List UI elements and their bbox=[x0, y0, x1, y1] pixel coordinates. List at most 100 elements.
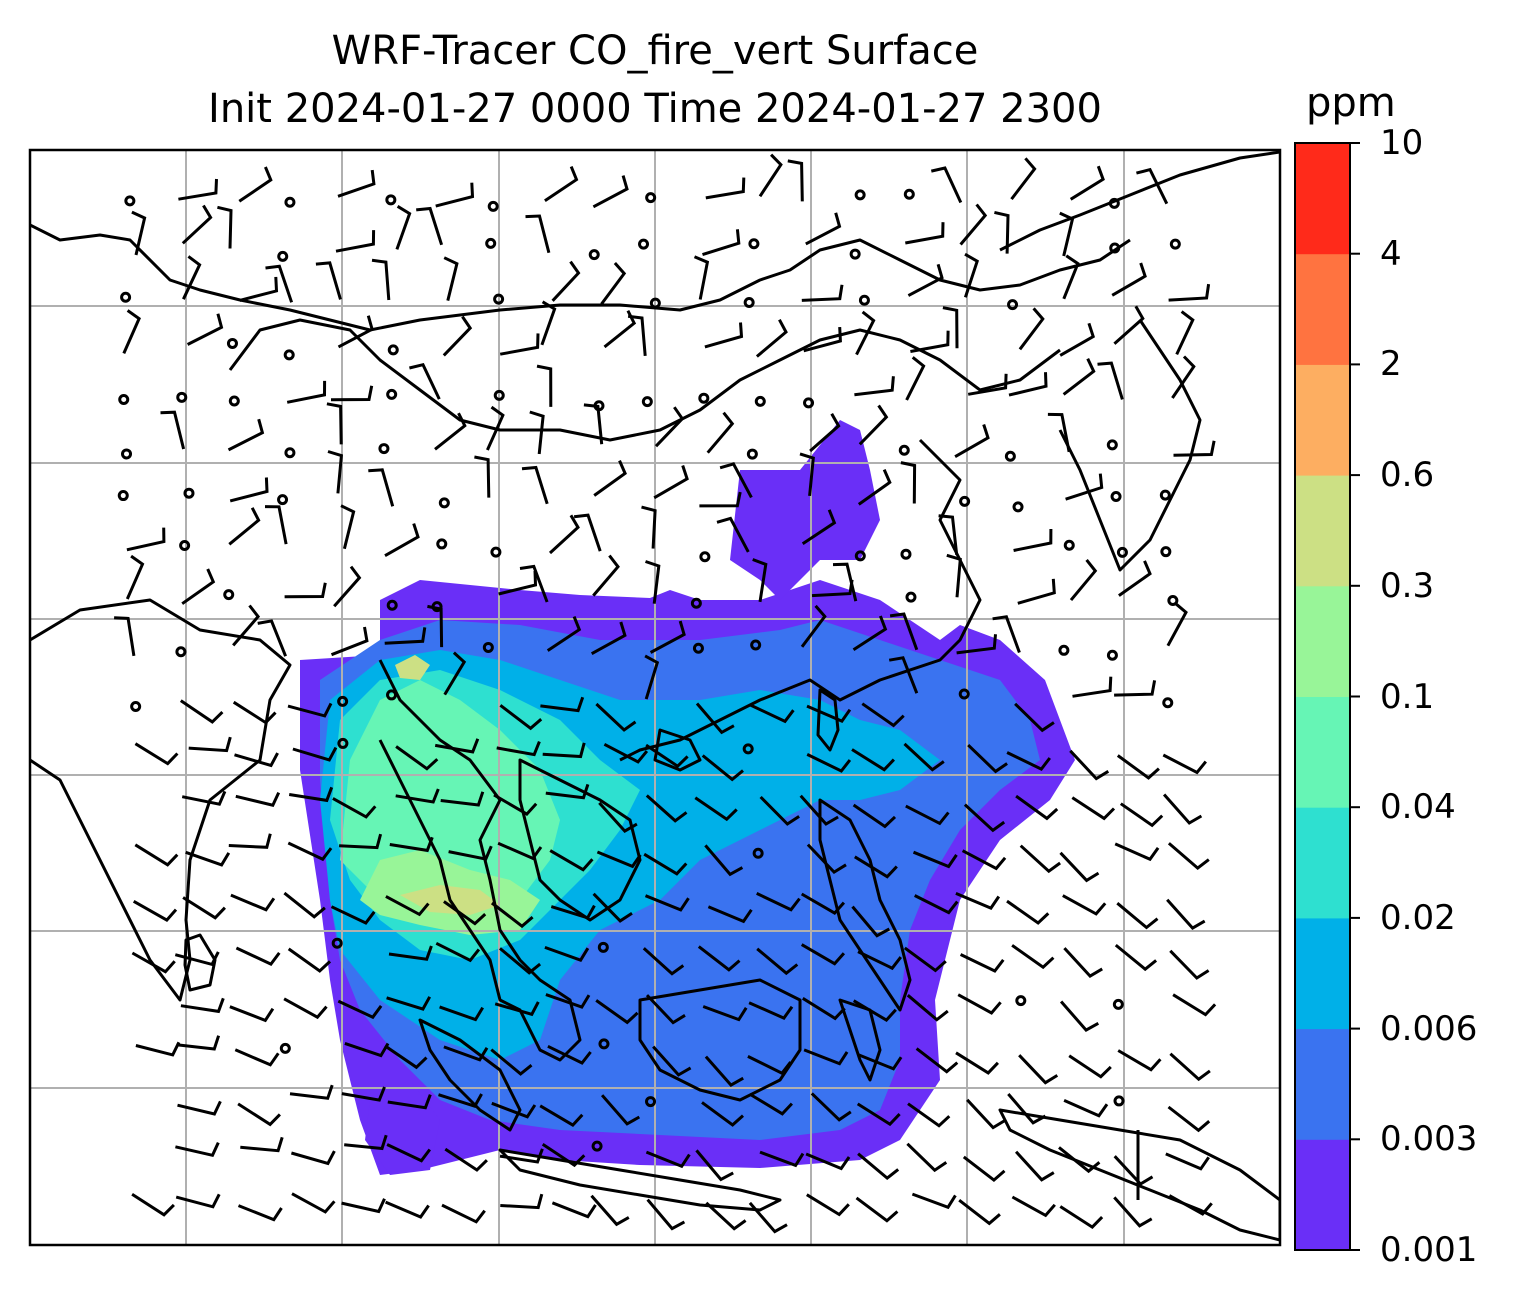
wind-barb bbox=[702, 229, 741, 257]
wind-barb bbox=[131, 210, 147, 256]
wind-barb-calm bbox=[1108, 197, 1120, 209]
wind-barb bbox=[958, 1199, 1001, 1226]
wind-barb bbox=[181, 568, 216, 605]
wind-barb-calm bbox=[179, 539, 191, 551]
wind-barb-calm bbox=[645, 192, 657, 204]
wind-barb-calm bbox=[854, 550, 866, 562]
wind-barb-calm bbox=[284, 196, 296, 208]
wind-barb-calm bbox=[1110, 491, 1122, 503]
wind-barb bbox=[330, 905, 376, 925]
wind-barb-calm bbox=[223, 589, 235, 601]
wind-barb bbox=[695, 702, 735, 735]
wind-barb bbox=[856, 1102, 901, 1127]
wind-barb bbox=[386, 996, 432, 1011]
wind-barb-calm bbox=[386, 599, 398, 611]
wind-barb bbox=[644, 654, 660, 700]
wind-barb bbox=[1119, 802, 1164, 828]
chart-title-line-1: WRF-Tracer CO_fire_vert Surface bbox=[331, 28, 979, 74]
wind-barb bbox=[498, 570, 538, 596]
wind-barb bbox=[490, 1048, 533, 1076]
wind-barb bbox=[1162, 793, 1203, 825]
wind-barb bbox=[852, 999, 897, 1023]
wind-barb-calm bbox=[120, 291, 132, 303]
wind-barb bbox=[857, 468, 892, 506]
wind-barb bbox=[930, 166, 963, 204]
wind-barb bbox=[427, 604, 444, 648]
wind-barb bbox=[1171, 355, 1196, 399]
wind-barb bbox=[959, 953, 1005, 973]
wind-barb bbox=[759, 795, 800, 826]
wind-barb bbox=[915, 1047, 959, 1074]
wind-barb bbox=[182, 255, 202, 300]
wind-barb bbox=[499, 704, 543, 731]
colorbar bbox=[1294, 142, 1360, 1251]
wind-barb bbox=[519, 564, 549, 603]
wind-barb bbox=[176, 1035, 221, 1051]
wind-barb bbox=[337, 169, 376, 198]
wind-barb bbox=[800, 604, 827, 648]
colorbar-tick-label: 0.003 bbox=[1380, 1119, 1478, 1160]
wind-barb bbox=[283, 997, 328, 1020]
wind-barb bbox=[802, 997, 846, 1021]
wind-barb bbox=[627, 314, 647, 357]
wind-barb bbox=[1059, 322, 1096, 357]
colorbar-tick-label: 10 bbox=[1380, 123, 1424, 163]
wind-barb bbox=[644, 894, 690, 912]
wind-barb bbox=[132, 899, 178, 923]
wind-barb bbox=[694, 796, 738, 822]
wind-barb bbox=[749, 703, 795, 724]
wind-barb-calm bbox=[436, 538, 448, 550]
wind-barb bbox=[341, 1086, 386, 1102]
wind-barb bbox=[955, 892, 1001, 910]
wind-barb bbox=[962, 1155, 1006, 1183]
wind-barb bbox=[435, 941, 481, 963]
wind-barb bbox=[645, 743, 689, 769]
wind-barb bbox=[1069, 749, 1110, 781]
wind-barb bbox=[787, 159, 804, 202]
wind-barb bbox=[907, 1102, 951, 1128]
wind-barb bbox=[439, 1005, 484, 1022]
wind-barb-calm bbox=[1112, 998, 1124, 1010]
wind-barb bbox=[695, 1149, 734, 1182]
wind-barb-calm bbox=[743, 296, 755, 308]
wind-barb bbox=[652, 1045, 692, 1077]
wind-barb bbox=[748, 1201, 788, 1234]
wind-barb-calm bbox=[124, 195, 136, 207]
wind-barb bbox=[235, 791, 281, 807]
wind-barb bbox=[1136, 167, 1169, 205]
wind-barb bbox=[330, 626, 369, 657]
wind-barb bbox=[1062, 254, 1080, 300]
wind-barb bbox=[229, 477, 269, 503]
wind-barb bbox=[384, 1044, 428, 1070]
wind-barb-calm bbox=[493, 293, 505, 305]
wind-barb-calm bbox=[754, 395, 766, 407]
wind-barb bbox=[284, 582, 327, 599]
wind-barb-calm bbox=[699, 551, 711, 563]
colorbar-tick-label: 0.1 bbox=[1380, 676, 1435, 717]
wind-barb bbox=[444, 1147, 488, 1172]
wind-barb bbox=[1114, 943, 1158, 972]
wind-barb-calm bbox=[1160, 546, 1172, 558]
wind-barb bbox=[122, 309, 141, 355]
wind-barb bbox=[1169, 1052, 1211, 1082]
wind-barb bbox=[551, 1201, 597, 1219]
wind-barb bbox=[704, 844, 744, 877]
wind-barb-calm bbox=[482, 641, 494, 653]
wind-barb bbox=[395, 788, 440, 804]
wind-barb bbox=[851, 748, 895, 772]
chart-title-line-2: Init 2024-01-27 0000 Time 2024-01-27 230… bbox=[208, 86, 1102, 132]
wind-barb bbox=[283, 891, 326, 919]
wind-barb bbox=[499, 333, 540, 356]
wind-barb bbox=[1117, 1049, 1162, 1072]
wind-barb bbox=[494, 1001, 540, 1017]
colorbar-tick-label: 0.3 bbox=[1380, 565, 1435, 606]
wind-barb-calm bbox=[742, 743, 754, 755]
wind-barb bbox=[180, 997, 225, 1014]
wind-barb bbox=[861, 702, 905, 728]
wind-barb bbox=[344, 1134, 388, 1151]
wind-barb bbox=[957, 993, 1002, 1015]
wind-barb bbox=[288, 786, 334, 803]
wind-barb bbox=[1071, 796, 1116, 821]
wind-barb bbox=[540, 696, 585, 713]
wind-barb bbox=[286, 380, 327, 404]
